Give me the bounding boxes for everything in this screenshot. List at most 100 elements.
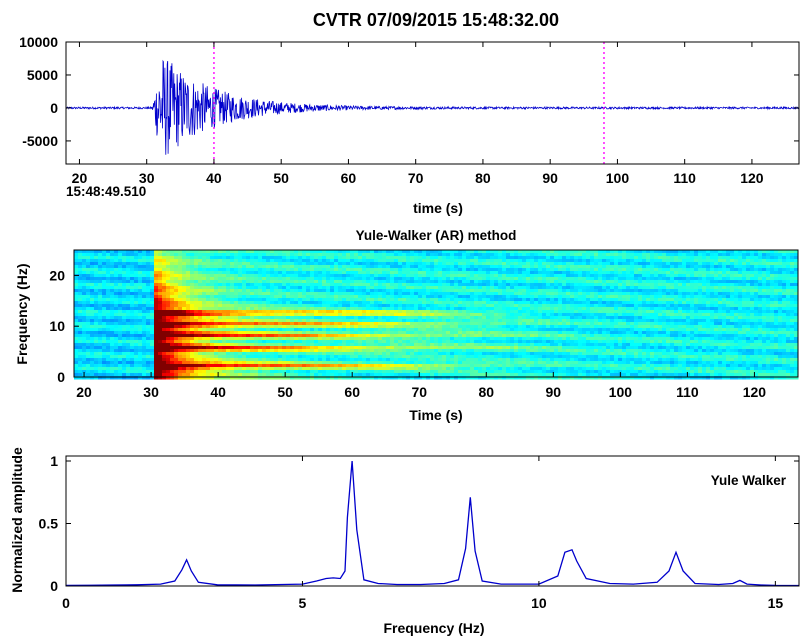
heatmap-cell — [458, 349, 463, 353]
heatmap-cell — [334, 367, 339, 371]
heatmap-cell — [178, 292, 183, 296]
heatmap-cell — [114, 367, 119, 371]
heatmap-cell — [330, 313, 335, 317]
heatmap-cell — [398, 337, 403, 341]
heatmap-cell — [498, 373, 503, 377]
heatmap-cell — [306, 271, 311, 275]
heatmap-cell — [518, 352, 523, 356]
heatmap-cell — [74, 346, 79, 350]
heatmap-cell — [130, 340, 135, 344]
heatmap-cell — [378, 331, 383, 335]
heatmap-cell — [410, 286, 415, 290]
heatmap-cell — [94, 370, 99, 374]
heatmap-cell — [286, 274, 291, 278]
heatmap-cell — [506, 313, 511, 317]
heatmap-cell — [322, 313, 327, 317]
heatmap-cell — [362, 337, 367, 341]
heatmap-cell — [346, 259, 351, 263]
heatmap-cell — [498, 328, 503, 332]
heatmap-cell — [126, 328, 131, 332]
heatmap-cell — [450, 343, 455, 347]
heatmap-cell — [286, 301, 291, 305]
heatmap-cell — [470, 370, 475, 374]
heatmap-cell — [170, 349, 175, 353]
heatmap-cell — [222, 286, 227, 290]
heatmap-cell — [362, 268, 367, 272]
heatmap-cell — [414, 370, 419, 374]
heatmap-cell — [486, 352, 491, 356]
heatmap-cell — [514, 325, 519, 329]
heatmap-cell — [190, 286, 195, 290]
heatmap-cell — [246, 358, 251, 362]
heatmap-cell — [350, 283, 355, 287]
heatmap-cell — [126, 307, 131, 311]
heatmap-cell — [414, 304, 419, 308]
heatmap-cell — [134, 364, 139, 368]
heatmap-cell — [134, 346, 139, 350]
heatmap-cell — [426, 304, 431, 308]
heatmap-cell — [134, 310, 139, 314]
heatmap-cell — [206, 373, 211, 377]
heatmap-cell — [526, 313, 531, 317]
heatmap-cell — [246, 268, 251, 272]
heatmap-cell — [126, 298, 131, 302]
heatmap-cell — [398, 367, 403, 371]
heatmap-cell — [150, 364, 155, 368]
heatmap-cell — [366, 256, 371, 260]
heatmap-cell — [230, 301, 235, 305]
heatmap-cell — [454, 340, 459, 344]
heatmap-cell — [454, 337, 459, 341]
heatmap-cell — [406, 301, 411, 305]
heatmap-cell — [438, 346, 443, 350]
heatmap-cell — [246, 277, 251, 281]
heatmap-cell — [414, 325, 419, 329]
heatmap-cell — [418, 316, 423, 320]
heatmap-cell — [138, 373, 143, 377]
heatmap-cell — [202, 334, 207, 338]
heatmap-cell — [274, 373, 279, 377]
heatmap-cell — [442, 304, 447, 308]
heatmap-cell — [166, 256, 171, 260]
heatmap-cell — [286, 319, 291, 323]
heatmap-cell — [326, 325, 331, 329]
heatmap-cell — [446, 295, 451, 299]
heatmap-cell — [270, 280, 275, 284]
heatmap-cell — [386, 292, 391, 296]
heatmap-cell — [202, 286, 207, 290]
heatmap-cell — [278, 295, 283, 299]
heatmap-cell — [422, 337, 427, 341]
heatmap-cell — [522, 313, 527, 317]
heatmap-cell — [90, 343, 95, 347]
heatmap-cell — [146, 307, 151, 311]
heatmap-cell — [222, 301, 227, 305]
heatmap-cell — [126, 370, 131, 374]
heatmap-cell — [246, 310, 251, 314]
heatmap-cell — [482, 280, 487, 284]
heatmap-cell — [522, 361, 527, 365]
heatmap-cell — [230, 319, 235, 323]
heatmap-cell — [358, 364, 363, 368]
heatmap-cell — [262, 259, 267, 263]
heatmap-cell — [470, 286, 475, 290]
heatmap-cell — [418, 355, 423, 359]
heatmap-cell — [498, 358, 503, 362]
heatmap-cell — [170, 364, 175, 368]
heatmap-cell — [434, 313, 439, 317]
heatmap-cell — [382, 331, 387, 335]
heatmap-cell — [226, 265, 231, 269]
heatmap-cell — [206, 328, 211, 332]
heatmap-cell — [518, 376, 523, 380]
heatmap-cell — [238, 316, 243, 320]
heatmap-cell — [374, 313, 379, 317]
heatmap-cell — [478, 292, 483, 296]
heatmap-cell — [434, 283, 439, 287]
heatmap-cell — [126, 349, 131, 353]
x-tick-label: 30 — [139, 170, 155, 186]
heatmap-cell — [390, 373, 395, 377]
heatmap-cell — [242, 337, 247, 341]
heatmap-cell — [482, 343, 487, 347]
heatmap-cell — [350, 319, 355, 323]
heatmap-cell — [278, 325, 283, 329]
heatmap-cell — [458, 310, 463, 314]
heatmap-cell — [98, 250, 103, 254]
